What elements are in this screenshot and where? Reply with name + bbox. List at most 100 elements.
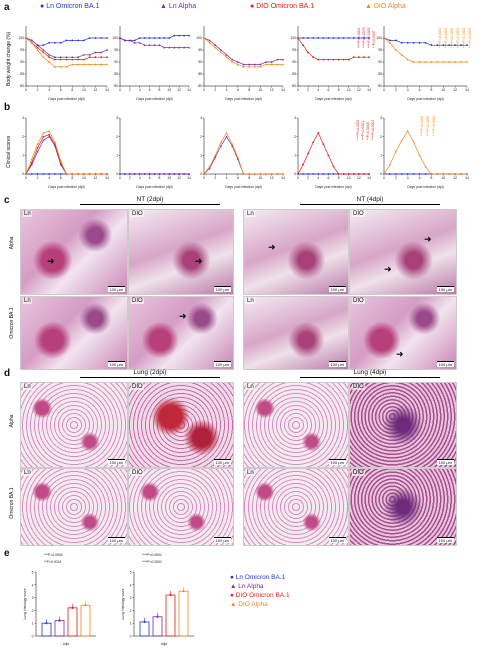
y-tick-label: 1 [380, 154, 382, 158]
x-tick-label: 4 [317, 88, 319, 92]
y-tick-label: 85 [114, 72, 118, 76]
e-point [84, 604, 87, 607]
scale-bar: 100 μm [213, 537, 231, 543]
data-point [214, 46, 217, 49]
data-point [138, 37, 141, 39]
data-point [430, 44, 433, 47]
data-point [270, 63, 273, 66]
data-point [133, 41, 136, 44]
data-point [105, 48, 109, 51]
data-point [436, 172, 439, 175]
data-point [128, 39, 131, 42]
data-point [394, 39, 397, 42]
data-point [100, 56, 103, 59]
legend-item-ln-alpha: ▲ Ln Alpha [160, 3, 197, 10]
data-point [76, 172, 80, 175]
data-point [71, 58, 74, 61]
d-tile-ln-omicron-4dpi: Ln 100 μm [243, 468, 349, 546]
legend: ● Ln Omicron BA.1 ▲ Ln Alpha ● DIO Omicr… [40, 3, 480, 13]
x-tick-label: 12 [94, 176, 98, 180]
x-tick-label: 6 [327, 88, 329, 92]
data-point [143, 172, 146, 175]
y-tick-label: 80 [20, 84, 24, 88]
data-point [214, 154, 217, 157]
data-point [88, 56, 91, 59]
data-point [406, 129, 409, 132]
y-tick-label: 95 [292, 48, 296, 52]
x-tick-label: 10 [82, 88, 86, 92]
data-point [42, 51, 45, 54]
x-tick-label: 10 [259, 176, 263, 180]
data-point [248, 63, 251, 66]
data-point [231, 60, 234, 63]
data-point [317, 173, 320, 175]
data-point [406, 173, 409, 175]
data-point [65, 56, 68, 58]
e-bar [178, 590, 189, 637]
data-point [327, 58, 330, 61]
data-point [332, 58, 335, 61]
x-axis-label: Days post infection (dpi) [407, 185, 443, 189]
x-tick-label: 0 [119, 88, 121, 92]
data-point [389, 39, 391, 42]
data-point [36, 142, 39, 145]
data-point [327, 154, 330, 157]
data-point [36, 150, 39, 153]
x-axis-label: Days post infection (dpi) [136, 97, 172, 101]
tile-label: DIO [131, 298, 144, 304]
data-point [42, 135, 45, 138]
data-point [219, 48, 223, 51]
e-bar-charts: 0 1 2 3 4 5 Lung histology score 2dpi ***P=0.000… [23, 553, 194, 646]
data-point [173, 46, 176, 49]
x-tick-label: 6 [149, 176, 151, 180]
y-tick-label: 100 [290, 36, 296, 40]
data-point [418, 154, 421, 157]
data-point [412, 141, 415, 144]
data-point [88, 53, 91, 56]
e-y-tick-label: 3 [32, 596, 34, 600]
x-tick-label: 8 [158, 88, 160, 92]
data-point [148, 44, 151, 46]
data-point [225, 56, 228, 58]
data-point [342, 37, 345, 39]
c-tile-dio-alpha-2dpi: DIO 100 μm ➜ [128, 209, 234, 295]
data-point [36, 48, 39, 51]
data-point [317, 37, 320, 39]
d-left-title: Lung (2dpi) [60, 369, 240, 378]
data-point [42, 131, 45, 134]
y-tick-label: 90 [198, 60, 202, 64]
data-point [307, 173, 310, 175]
d-tile-ln-omicron-2dpi: Ln 100 μm [20, 468, 128, 546]
data-point [30, 163, 33, 166]
data-point [312, 173, 315, 175]
panel-letter-b: b [4, 102, 11, 113]
data-point [242, 172, 245, 175]
data-point [332, 37, 335, 39]
series-line-0 [25, 37, 107, 46]
data-point [312, 141, 315, 144]
x-tick-label: 2 [37, 88, 39, 92]
data-point [208, 39, 211, 42]
data-point [322, 173, 325, 175]
data-point [82, 53, 85, 56]
data-point [76, 56, 80, 58]
tile-label: DIO [352, 470, 365, 476]
data-point [36, 173, 39, 175]
y-tick-label: 2 [22, 135, 24, 139]
y-tick-label: 2 [116, 135, 118, 139]
data-point [54, 173, 56, 175]
x-tick-label: 12 [357, 176, 361, 180]
y-tick-label: 1 [200, 154, 202, 158]
weight-ylabel: Body weight change (%) [6, 31, 12, 86]
x-tick-label: 14 [281, 176, 285, 180]
data-point [214, 156, 217, 158]
data-point [163, 172, 166, 175]
y-tick-label: 3 [22, 116, 24, 120]
data-point [59, 41, 62, 44]
x-axis-label: Days post infection (dpi) [315, 97, 351, 101]
data-point [100, 51, 103, 54]
data-point [187, 46, 191, 49]
e-bar [165, 594, 176, 637]
